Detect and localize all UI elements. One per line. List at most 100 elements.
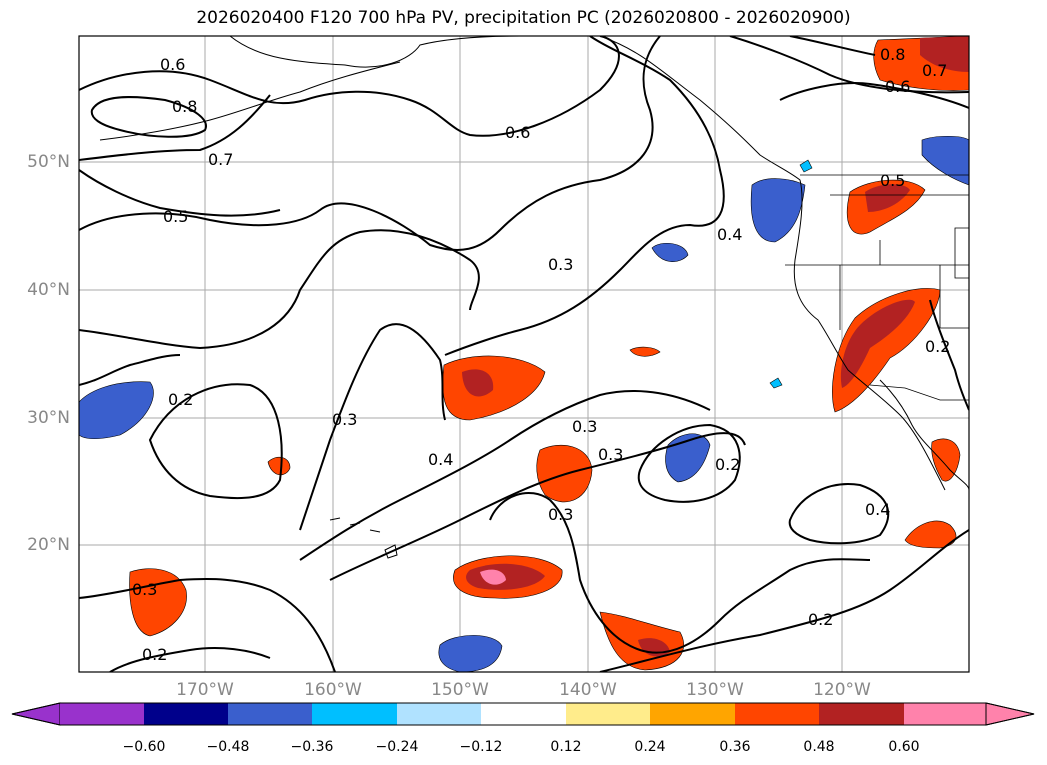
contour-label: 0.8 xyxy=(880,45,905,64)
precip-core xyxy=(865,184,910,212)
lon-label-120w: 120°W xyxy=(813,680,871,700)
precip-core xyxy=(840,299,915,388)
precip-blob-south xyxy=(438,635,503,672)
pv-contour-0.4-east-loop xyxy=(788,483,890,545)
colorbar-bin xyxy=(650,703,735,725)
pv-contour-0.8 xyxy=(90,96,207,138)
colorbar-bin xyxy=(566,703,650,725)
pv-contour-0.2-east-loop xyxy=(637,423,741,503)
pv-contour-0.6-north xyxy=(79,36,620,137)
contour-label: 0.3 xyxy=(548,255,573,274)
pv-contour-labels: 0.6 0.8 0.7 0.5 0.6 0.3 0.4 0.2 0.3 0.3 … xyxy=(132,45,950,664)
contour-label: 0.4 xyxy=(717,225,742,244)
us-mexico-border xyxy=(869,384,969,401)
map-plot-area: 0.6 0.8 0.7 0.5 0.6 0.3 0.4 0.2 0.3 0.3 … xyxy=(79,36,969,672)
contour-label: 0.7 xyxy=(922,61,947,80)
contour-label: 0.8 xyxy=(172,97,197,116)
pv-contours xyxy=(79,36,969,672)
lat-label-30n: 30°N xyxy=(27,408,70,428)
pv-contour-0.2-west xyxy=(148,383,283,500)
precip-positive-areas xyxy=(129,36,969,671)
pv-contour-0.3-loop xyxy=(299,323,446,531)
colorbar xyxy=(11,702,1035,726)
precip-blob-tiny xyxy=(799,159,813,173)
contour-label: 0.3 xyxy=(598,445,623,464)
border-line xyxy=(939,265,969,329)
pv-contour-0.2-lower xyxy=(109,647,271,672)
colorbar-tick: −0.60 xyxy=(122,739,166,755)
colorbar-bin xyxy=(819,703,904,725)
contour-label: 0.2 xyxy=(925,337,950,356)
contour-label: 0.4 xyxy=(865,500,890,519)
contour-label: 0.6 xyxy=(885,77,910,96)
contour-label: 0.2 xyxy=(808,610,833,629)
pv-contour-0.4-pac xyxy=(779,82,969,109)
lon-label-150w: 150°W xyxy=(431,680,489,700)
contour-label: 0.2 xyxy=(142,645,167,664)
lat-label-50n: 50°N xyxy=(27,152,70,172)
pv-contour-0.3-south xyxy=(329,432,746,581)
colorbar-extend-max xyxy=(985,702,1035,726)
plot-frame xyxy=(78,35,970,673)
lat-label-20n: 20°N xyxy=(27,535,70,555)
hawaii-island xyxy=(384,544,398,559)
pv-contour-0.8-east xyxy=(789,36,876,56)
pv-contour-0.3-west xyxy=(79,354,181,386)
precip-core-max xyxy=(480,569,506,585)
colorbar-extend-min xyxy=(11,702,61,726)
lon-label-140w: 140°W xyxy=(559,680,617,700)
precip-blob-small xyxy=(629,346,661,357)
north-america-coast xyxy=(599,36,946,491)
colorbar-tick: −0.12 xyxy=(459,739,503,755)
pv-contour-0.3-south-loop xyxy=(489,491,871,654)
colorbar-tick: 0.12 xyxy=(550,739,582,755)
colorbar-tick: 0.36 xyxy=(719,739,751,755)
contour-label: 0.2 xyxy=(715,455,740,474)
colorbar-bin xyxy=(144,703,228,725)
pv-contour-0.7 xyxy=(79,94,271,161)
pv-contour-0.6-east xyxy=(729,36,969,94)
aleutian-chain xyxy=(99,61,401,141)
contour-label: 0.3 xyxy=(548,505,573,524)
colorbar-tick: −0.24 xyxy=(375,739,419,755)
colorbar-tick: −0.48 xyxy=(206,739,250,755)
lon-label-170w: 170°W xyxy=(176,680,234,700)
precip-blob-tiny xyxy=(769,377,783,389)
precip-blob-southwest xyxy=(129,568,187,637)
contour-label: 0.2 xyxy=(168,390,193,409)
colorbar-tick: −0.36 xyxy=(290,739,334,755)
contour-label: 0.5 xyxy=(163,207,188,226)
lon-label-130w: 130°W xyxy=(686,680,744,700)
colorbar-tick: 0.60 xyxy=(888,739,920,755)
pv-contour-0.3-lower xyxy=(79,578,336,672)
coastlines xyxy=(79,36,969,559)
precip-blob-central xyxy=(665,433,711,483)
lon-label-160w: 160°W xyxy=(304,680,362,700)
precip-negative-areas xyxy=(79,135,969,672)
contour-label: 0.3 xyxy=(572,417,597,436)
contour-label: 0.6 xyxy=(505,123,530,142)
colorbar-bin xyxy=(397,703,481,725)
precip-blob-pacific-central xyxy=(442,355,546,421)
map-title: 2026020400 F120 700 hPa PV, precipitatio… xyxy=(196,8,851,28)
precip-core xyxy=(462,369,494,397)
colorbar-bin xyxy=(312,703,397,725)
precip-blob-west xyxy=(79,381,154,440)
precip-blob-canada xyxy=(921,135,969,186)
colorbar-bin xyxy=(228,703,312,725)
contour-label: 0.4 xyxy=(428,450,453,469)
pv-contour-0.4-outer xyxy=(79,229,480,350)
pv-contour-0.5-west xyxy=(79,169,281,217)
contour-label: 0.6 xyxy=(160,55,185,74)
alaska-coast xyxy=(79,36,521,68)
colorbar-bin xyxy=(481,703,566,725)
contour-label: 0.5 xyxy=(880,171,905,190)
colorbar-tick: 0.48 xyxy=(803,739,835,755)
precip-blob-mexico xyxy=(931,438,961,482)
pv-contour-0.2-se xyxy=(599,529,969,672)
colorbar-tick: 0.24 xyxy=(634,739,666,755)
precip-core xyxy=(920,36,969,72)
political-borders xyxy=(785,174,969,401)
contour-label: 0.7 xyxy=(208,150,233,169)
